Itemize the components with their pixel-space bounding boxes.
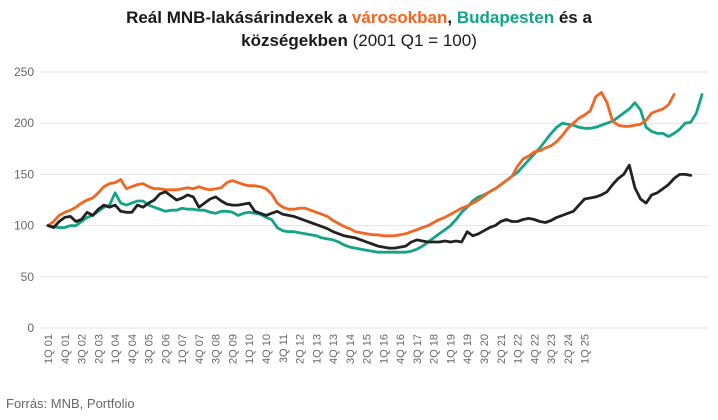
- y-tick-label-200: 200: [14, 116, 34, 130]
- title-base: (2001 Q1 = 100): [347, 31, 477, 50]
- title-comma: ,: [447, 8, 457, 27]
- x-tick-label-7: 2Q 06: [160, 334, 172, 364]
- x-tick-label-32: 1Q 25: [580, 334, 592, 364]
- x-tick-label-28: 1Q 22: [513, 334, 525, 364]
- x-tick-label-17: 4Q 13: [328, 334, 340, 364]
- x-tick-label-27: 2Q 21: [496, 334, 508, 364]
- x-tick-label-6: 3Q 05: [144, 334, 156, 364]
- chart-title: Reál MNB-lakásárindexek a városokban, Bu…: [0, 6, 718, 52]
- x-tick-label-14: 3Q 11: [278, 334, 290, 363]
- x-tick-label-29: 4Q 22: [529, 334, 541, 364]
- x-tick-label-2: 3Q 02: [77, 334, 89, 364]
- x-tick-label-5: 4Q 04: [127, 334, 139, 364]
- x-tick-label-18: 3Q 14: [345, 334, 357, 364]
- x-tick-label-24: 1Q 19: [445, 334, 457, 364]
- series-line-budapest: [46, 93, 704, 254]
- title-budapest: Budapesten: [456, 8, 555, 27]
- y-tick-label-150: 150: [14, 167, 34, 181]
- x-tick-label-9: 4Q 07: [194, 334, 206, 364]
- x-tick-label-10: 3Q 08: [211, 334, 223, 364]
- x-tick-label-3: 2Q 03: [93, 334, 105, 364]
- x-tick-label-15: 2Q 12: [295, 334, 307, 364]
- x-tick-label-25: 4Q 19: [462, 334, 474, 364]
- x-tick-label-0: 1Q 01: [43, 334, 55, 364]
- y-tick-label-50: 50: [21, 270, 35, 284]
- y-tick-label-0: 0: [27, 321, 34, 335]
- series-line-villages: [46, 163, 693, 250]
- x-tick-label-30: 3Q 23: [546, 334, 558, 364]
- x-tick-label-4: 1Q 04: [110, 334, 122, 364]
- x-tick-label-19: 2Q 15: [362, 334, 374, 364]
- x-tick-label-13: 4Q 10: [261, 334, 273, 364]
- title-cities: városokban: [351, 8, 448, 27]
- x-tick-label-12: 1Q 10: [244, 334, 256, 364]
- series-line-cities: [46, 91, 676, 238]
- title-part1: Reál MNB-lakásárindexek a: [126, 8, 352, 27]
- source-note: Forrás: MNB, Portfolio: [6, 396, 135, 411]
- x-tick-label-1: 4Q 01: [60, 334, 72, 364]
- title-part2: és a: [554, 8, 592, 27]
- title-villages: községekben: [241, 31, 348, 50]
- x-tick-label-21: 4Q 16: [395, 334, 407, 364]
- x-tick-label-20: 1Q 16: [378, 334, 390, 364]
- x-tick-label-31: 2Q 24: [563, 334, 575, 364]
- y-tick-label-250: 250: [14, 65, 34, 79]
- x-tick-label-8: 1Q 07: [177, 334, 189, 364]
- x-tick-label-11: 2Q 09: [227, 334, 239, 364]
- x-tick-label-26: 3Q 20: [479, 334, 491, 364]
- x-tick-label-16: 1Q 13: [311, 334, 323, 364]
- y-tick-label-100: 100: [14, 219, 34, 233]
- x-tick-label-23: 2Q 18: [429, 334, 441, 364]
- x-tick-label-22: 3Q 17: [412, 334, 424, 364]
